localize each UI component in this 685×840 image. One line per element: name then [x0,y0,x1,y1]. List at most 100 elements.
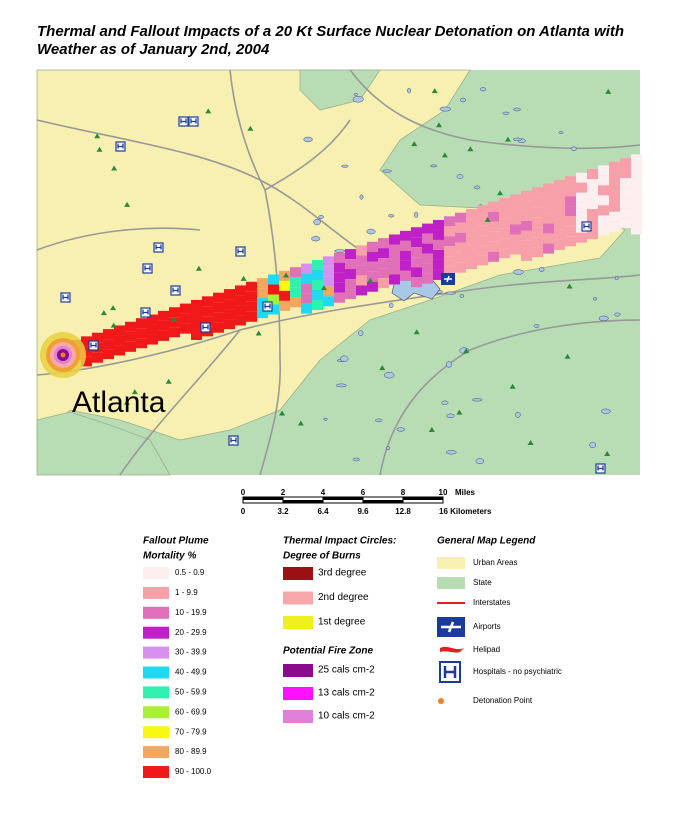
legend-swatch [143,666,169,679]
plume-cell [323,276,334,287]
plume-cell [312,269,323,280]
lake [459,294,465,298]
plume-cell [598,225,609,236]
lake [472,398,483,402]
plume-cell [543,243,554,254]
legend-swatch [283,710,313,723]
plume-cell [411,267,422,278]
plume-cell [81,336,92,347]
lake [407,87,412,94]
plume-cell [92,332,103,343]
plume-cell [378,268,389,279]
plume-cell [378,248,389,259]
plume-cell [202,296,213,307]
plume-cell [114,345,125,356]
legend-heading: Degree of Burns [283,551,361,562]
hospital-icon [172,287,179,293]
plume-cell [301,303,312,314]
legend-label: 80 - 89.9 [175,747,207,756]
plume-cell [587,169,598,180]
plume-cell [81,356,92,367]
plume-cell [466,229,477,240]
park [431,88,438,94]
plume-cell [631,164,642,175]
park [240,275,247,281]
plume-cell [279,300,290,311]
park [463,348,470,354]
legend-heading: Mortality % [143,551,196,562]
plume-cell [620,208,631,219]
lake [386,446,390,451]
plume-cell [587,209,598,220]
plume-cell [202,316,213,327]
plume-cell [125,321,136,332]
park [441,152,448,158]
plume-cell [554,179,565,190]
plume-cell [543,203,554,214]
legend-label: Hospitals - no psychiatric [473,667,562,676]
plume-cell [257,278,268,289]
plume-cell [477,225,488,236]
hospital-icon [264,303,271,309]
lake [598,315,609,322]
plume-cell [345,279,356,290]
park [110,322,117,328]
lake [601,408,611,414]
park [456,409,463,415]
hospital-icon [142,309,149,315]
plume-cell [543,193,554,204]
plume-cell [620,198,631,209]
scale-label: 10 [439,488,448,497]
legend-label: 1st degree [318,617,366,628]
legend-swatch [283,591,313,605]
plume-cell [323,256,334,267]
scale-label: 3.2 [277,507,289,516]
plume-cell [609,201,620,212]
plume-cell [576,192,587,203]
park [435,122,442,128]
plume-cell [631,194,642,205]
plume-cell [92,352,103,363]
plume-cell [411,257,422,268]
plume-cell [389,274,400,285]
park [94,133,101,139]
plume-cell [268,284,279,295]
lake [513,107,521,112]
plume-cell [477,255,488,266]
state-area [36,411,171,476]
plume-cell [191,319,202,330]
park [379,365,386,371]
plume-cell [532,187,543,198]
plume-cell [367,251,378,262]
plume-cell [301,263,312,274]
lake [456,174,464,179]
plume-cell [554,229,565,240]
lake [313,218,321,226]
legend-label: 25 cals cm-2 [318,665,375,676]
plume-cell [411,247,422,258]
plume-cell [356,245,367,256]
plume-cell [532,227,543,238]
lake [445,291,456,295]
hospital-icon [180,118,187,124]
plume-cell [455,242,466,253]
plume-cell [466,249,477,260]
lake [353,93,358,96]
legend-icon [440,646,464,653]
lake [388,302,394,309]
park [205,108,212,114]
detonation-circles [40,332,86,378]
legend-heading: General Map Legend [437,536,536,547]
plume-cell [433,239,444,250]
lake [446,413,455,419]
legend-label: 90 - 100.0 [175,767,212,776]
plume-cell [444,266,455,277]
plume-cell [444,256,455,267]
plume-cell [169,317,180,328]
plume-cell [444,216,455,227]
plume-cell [620,188,631,199]
lake [439,106,451,112]
scale-unit: Miles [455,488,476,497]
plume-cell [290,277,301,288]
